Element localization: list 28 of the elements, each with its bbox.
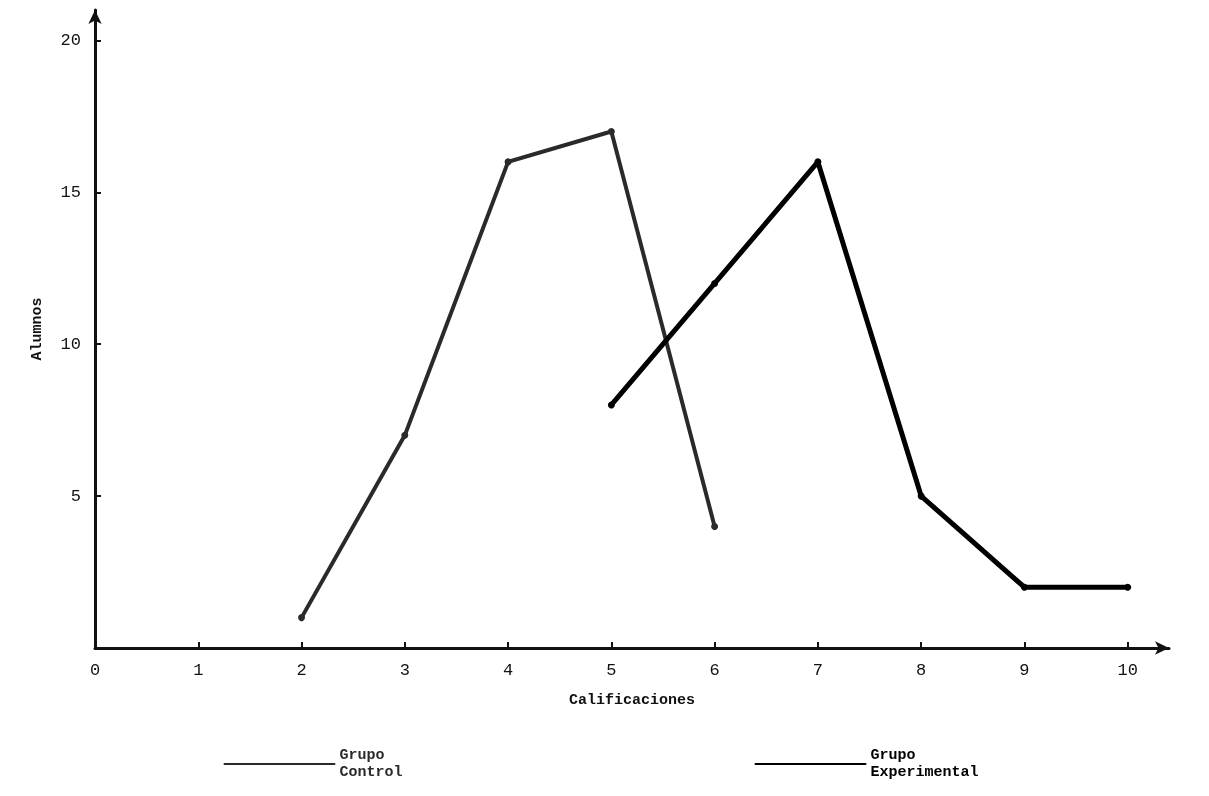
point <box>917 492 925 500</box>
x-tick-label: 0 <box>89 661 101 680</box>
y-axis-title: Alumnos <box>29 297 46 361</box>
x-tick-label: 4 <box>502 661 514 680</box>
x-tick-label: 5 <box>606 661 617 680</box>
point <box>607 128 615 136</box>
x-tick-label: 8 <box>916 661 927 680</box>
x-tick-label: 2 <box>296 661 307 680</box>
y-tick-label: 15 <box>60 182 81 202</box>
x-tick-label: 1 <box>193 661 204 680</box>
point <box>401 431 409 439</box>
point <box>298 614 306 622</box>
x-tick-label: 3 <box>399 661 410 680</box>
text: Grupo Control <box>339 747 403 781</box>
x-axis-title: Calificaciones <box>568 692 696 709</box>
text: Grupo Experimental <box>870 747 979 781</box>
point <box>711 522 719 530</box>
y-tick-label: 5 <box>70 486 81 506</box>
point <box>711 279 719 287</box>
y-tick-label: 20 <box>60 30 81 50</box>
x-tick-label: 9 <box>1019 661 1030 680</box>
point <box>607 401 615 409</box>
x-tick-label: 7 <box>812 661 823 680</box>
point <box>1020 583 1028 591</box>
x-tick-label: 10 <box>1117 661 1138 680</box>
x-tick-label: 6 <box>709 661 720 680</box>
y-tick-label: 10 <box>60 334 81 354</box>
point <box>1124 583 1132 591</box>
